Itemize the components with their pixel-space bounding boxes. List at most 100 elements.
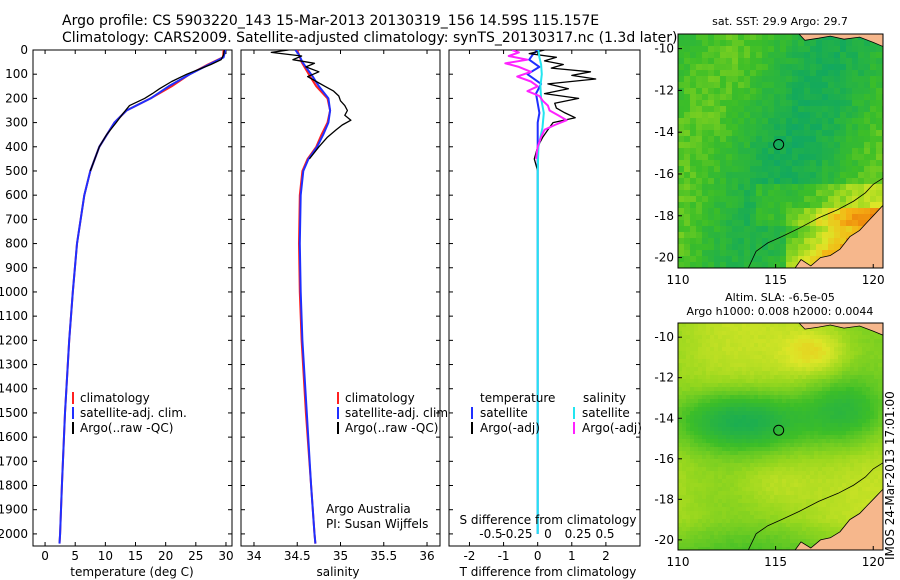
heatmap-cell <box>742 519 747 524</box>
heatmap-cell <box>770 455 775 460</box>
heatmap-cell <box>698 415 703 420</box>
heatmap-cell <box>698 507 703 512</box>
heatmap-cell <box>762 479 767 484</box>
heatmap-cell <box>802 363 807 368</box>
heatmap-cell <box>842 343 847 348</box>
heatmap-cell <box>756 136 763 143</box>
heatmap-cell <box>702 419 707 424</box>
heatmap-cell <box>790 387 795 392</box>
heatmap-cell <box>762 106 769 113</box>
heatmap-cell <box>878 479 883 484</box>
heatmap-cell <box>758 515 763 520</box>
heatmap-cell <box>750 339 755 344</box>
heatmap-cell <box>864 70 871 77</box>
heatmap-cell <box>810 423 815 428</box>
heatmap-cell <box>862 351 867 356</box>
heatmap-cell <box>846 455 851 460</box>
heatmap-cell <box>798 244 805 251</box>
heatmap-cell <box>842 423 847 428</box>
heatmap-cell <box>762 471 767 476</box>
heatmap-cell <box>838 503 843 508</box>
heatmap-cell <box>714 335 719 340</box>
heatmap-cell <box>846 511 851 516</box>
heatmap-cell <box>802 427 807 432</box>
heatmap-cell <box>714 395 719 400</box>
heatmap-cell <box>792 118 799 125</box>
heatmap-cell <box>682 419 687 424</box>
heatmap-cell <box>698 487 703 492</box>
heatmap-cell <box>742 359 747 364</box>
heatmap-cell <box>810 196 817 203</box>
heatmap-cell <box>798 172 805 179</box>
heatmap-cell <box>834 142 841 149</box>
heatmap-cell <box>750 70 757 77</box>
heatmap-cell <box>818 491 823 496</box>
heatmap-cell <box>818 443 823 448</box>
heatmap-cell <box>758 435 763 440</box>
heatmap-cell <box>768 94 775 101</box>
heatmap-cell <box>862 371 867 376</box>
heatmap-cell <box>778 483 783 488</box>
heatmap-cell <box>762 363 767 368</box>
heatmap-cell <box>862 363 867 368</box>
heatmap-cell <box>822 70 829 77</box>
heatmap-cell <box>790 439 795 444</box>
heatmap-cell <box>702 184 709 191</box>
heatmap-cell <box>834 244 841 251</box>
heatmap-cell <box>690 184 697 191</box>
heatmap-cell <box>778 455 783 460</box>
heatmap-cell <box>786 34 793 41</box>
heatmap-cell <box>876 64 883 71</box>
heatmap-cell <box>874 491 879 496</box>
heatmap-cell <box>698 483 703 488</box>
heatmap-cell <box>798 359 803 364</box>
heatmap-cell <box>720 40 727 47</box>
heatmap-cell <box>870 355 875 360</box>
heatmap-cell <box>858 76 865 83</box>
heatmap-cell <box>828 112 835 119</box>
heatmap-cell <box>694 515 699 520</box>
heatmap-cell <box>754 323 759 328</box>
heatmap-cell <box>710 371 715 376</box>
heatmap-cell <box>858 196 865 203</box>
heatmap-cell <box>798 232 805 239</box>
heatmap-cell <box>834 451 839 456</box>
heatmap-cell <box>718 367 723 372</box>
heatmap-cell <box>874 427 879 432</box>
heatmap-cell <box>726 471 731 476</box>
heatmap-cell <box>750 238 757 245</box>
heatmap-cell <box>874 479 879 484</box>
heatmap-cell <box>846 415 851 420</box>
heatmap-cell <box>862 355 867 360</box>
heatmap-cell <box>678 202 685 209</box>
heatmap-cell <box>730 475 735 480</box>
heatmap-cell <box>678 515 683 520</box>
heatmap-cell <box>726 487 731 492</box>
heatmap-cell <box>720 220 727 227</box>
heatmap-cell <box>726 106 733 113</box>
heatmap-cell <box>804 106 811 113</box>
heatmap-cell <box>678 351 683 356</box>
legend-label-s-satellite: satellite <box>582 406 630 420</box>
heatmap-cell <box>706 547 711 550</box>
heatmap-cell <box>702 447 707 452</box>
heatmap-cell <box>846 220 853 227</box>
heatmap-cell <box>766 471 771 476</box>
heatmap-cell <box>850 455 855 460</box>
heatmap-cell <box>710 367 715 372</box>
heatmap-cell <box>774 238 781 245</box>
heatmap-cell <box>730 491 735 496</box>
heatmap-cell <box>840 118 847 125</box>
heatmap-cell <box>866 423 871 428</box>
heatmap-cell <box>744 46 751 53</box>
heatmap-cell <box>786 419 791 424</box>
heatmap-cell <box>734 539 739 544</box>
heatmap-cell <box>742 463 747 468</box>
heatmap-cell <box>810 106 817 113</box>
heatmap-cell <box>746 379 751 384</box>
heatmap-cell <box>682 543 687 548</box>
heatmap-cell <box>742 331 747 336</box>
heatmap-cell <box>806 339 811 344</box>
heatmap-cell <box>750 483 755 488</box>
heatmap-cell <box>686 531 691 536</box>
